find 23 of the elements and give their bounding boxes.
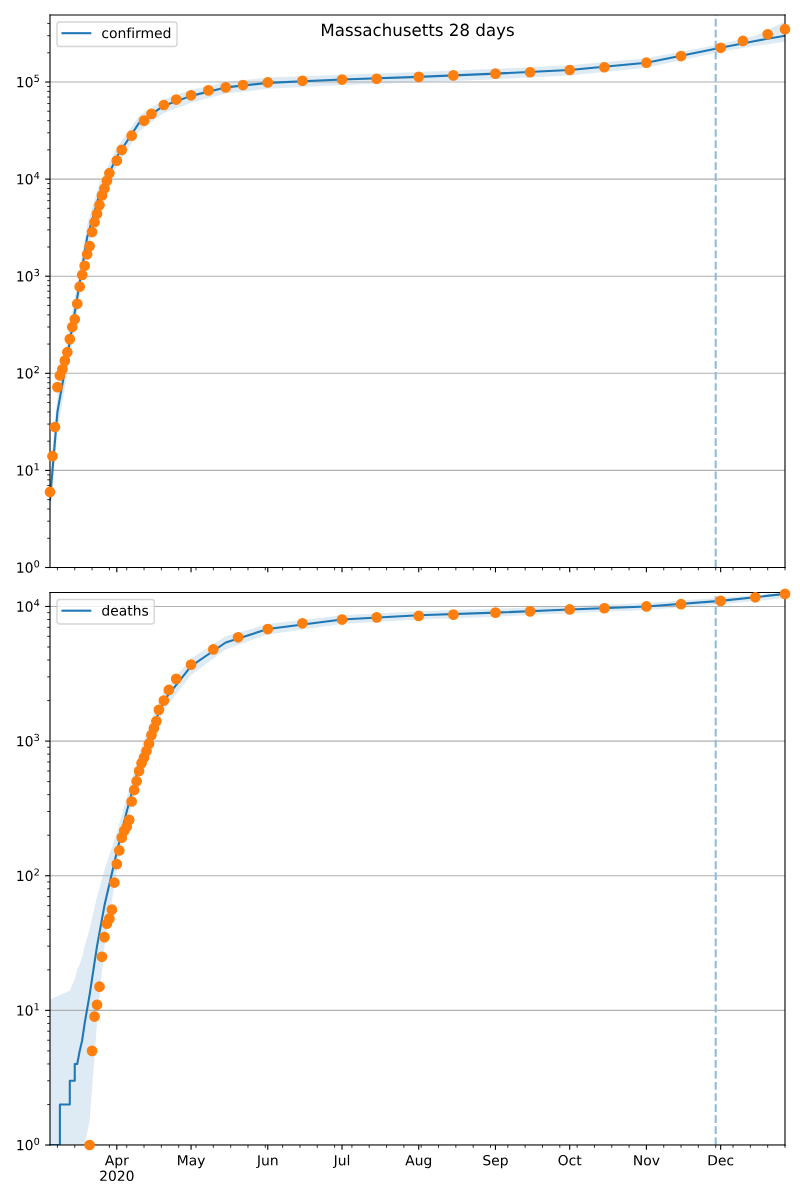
y-tick-label: 10$^{4}$ bbox=[17, 171, 40, 185]
x-tick-label: Sep bbox=[483, 1154, 508, 1169]
chart-title: Massachusetts 28 days bbox=[321, 23, 514, 40]
y-tick-label: 10$^{0}$ bbox=[17, 560, 40, 573]
y-tick-label: 10$^{2}$ bbox=[17, 365, 39, 379]
x-tick-label: Apr 2020 bbox=[100, 1155, 134, 1182]
x-tick-label: Nov bbox=[634, 1155, 660, 1166]
legend-label: confirmed bbox=[102, 27, 171, 39]
y-tick-label: 10$^{4}$ bbox=[17, 599, 40, 612]
y-tick-label: 10$^{2}$ bbox=[17, 868, 39, 882]
x-tick-label: May bbox=[178, 1155, 205, 1169]
y-tick-label: 10$^{5}$ bbox=[17, 74, 39, 88]
x-tick-label: Jul bbox=[332, 1154, 350, 1169]
legend-label: deaths bbox=[102, 605, 149, 616]
x-tick-label: Oct bbox=[558, 1154, 582, 1166]
x-tick-label: Aug bbox=[405, 1155, 432, 1169]
x-tick-label: Jun bbox=[256, 1155, 278, 1169]
y-tick-label: 10$^{1}$ bbox=[17, 1003, 39, 1016]
y-tick-label: 10$^{3}$ bbox=[17, 268, 40, 282]
y-tick-label: 10$^{0}$ bbox=[17, 1137, 40, 1151]
y-tick-label: 10$^{1}$ bbox=[17, 463, 39, 476]
x-tick-label: Dec bbox=[708, 1155, 734, 1166]
y-tick-label: 10$^{3}$ bbox=[17, 733, 40, 747]
